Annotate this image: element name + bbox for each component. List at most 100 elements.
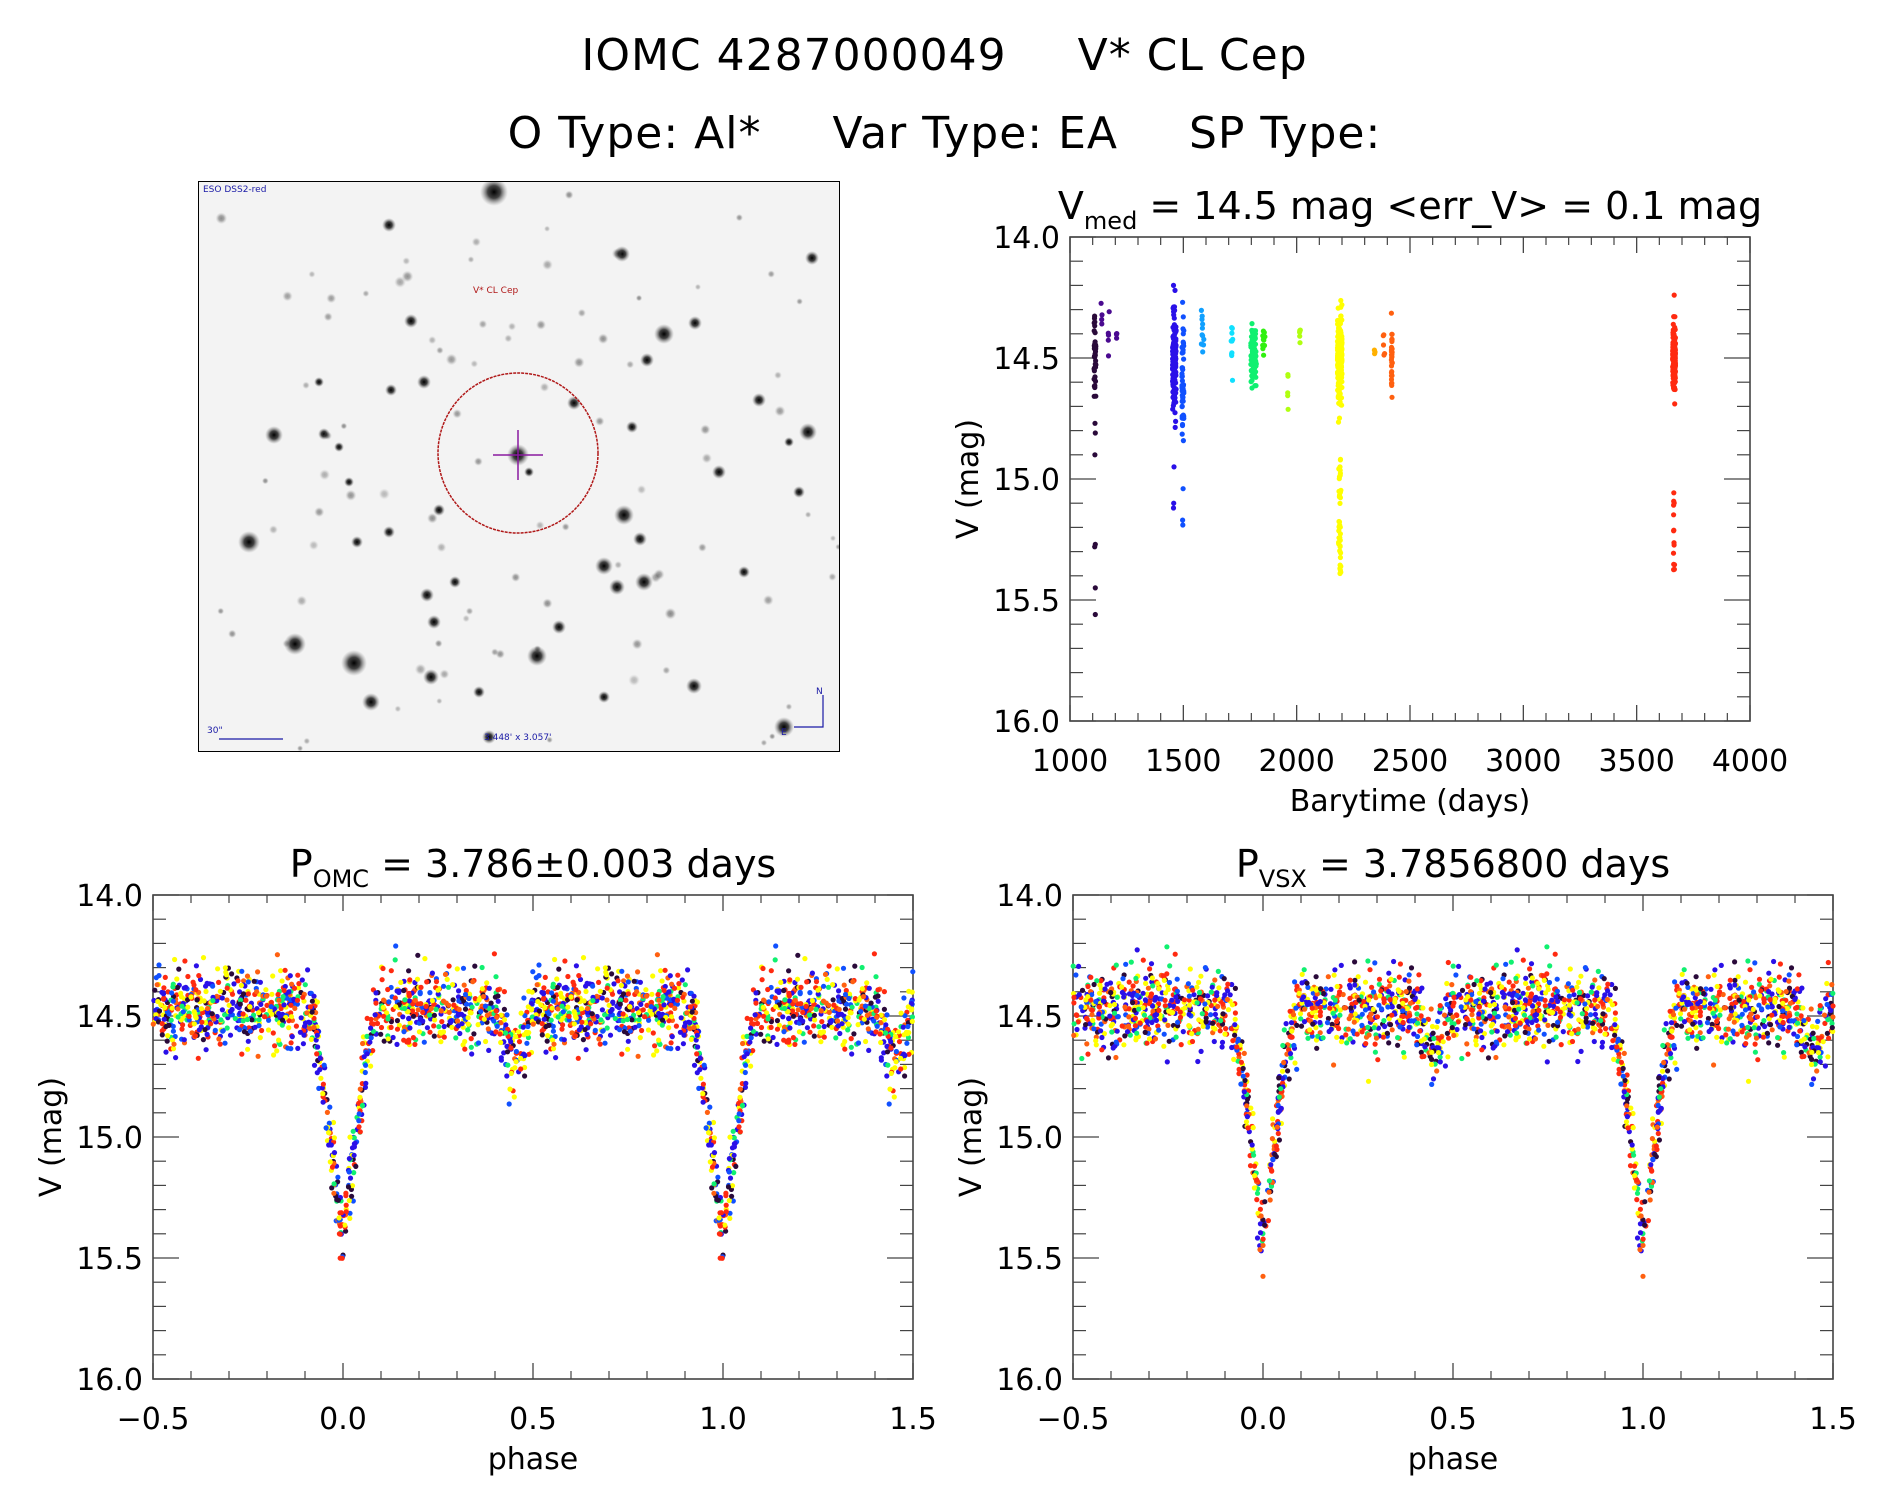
x-tick-label: 0.0 xyxy=(319,1402,367,1437)
data-point xyxy=(1335,363,1341,369)
data-point xyxy=(598,1017,604,1023)
data-point xyxy=(1336,528,1342,534)
data-point xyxy=(1297,328,1303,334)
data-point xyxy=(328,1142,334,1148)
faint-star xyxy=(296,595,308,607)
data-point xyxy=(479,964,485,971)
data-point xyxy=(245,1038,251,1044)
data-point xyxy=(224,997,230,1003)
faint-star xyxy=(785,703,793,711)
data-point xyxy=(659,978,665,984)
data-point xyxy=(1334,1018,1340,1024)
data-point xyxy=(905,1004,911,1010)
data-point xyxy=(265,1027,272,1033)
data-point xyxy=(1335,350,1341,357)
data-point xyxy=(412,997,418,1003)
data-point xyxy=(1375,1057,1381,1063)
data-point xyxy=(286,1018,292,1024)
data-point xyxy=(1354,1031,1360,1037)
data-point xyxy=(381,1013,387,1019)
data-point xyxy=(407,1025,413,1031)
data-point xyxy=(1123,961,1129,967)
faint-star xyxy=(577,308,587,318)
faint-star xyxy=(535,520,545,530)
data-point xyxy=(588,1021,594,1027)
data-point xyxy=(909,989,915,995)
data-point xyxy=(1091,376,1097,382)
faint-star xyxy=(340,422,348,430)
data-point xyxy=(1088,974,1094,980)
data-point xyxy=(782,1005,788,1012)
data-point xyxy=(281,1002,287,1008)
data-point xyxy=(1734,1031,1740,1037)
data-point xyxy=(650,973,656,979)
data-point xyxy=(166,1011,172,1017)
data-point xyxy=(158,1002,164,1008)
data-point xyxy=(224,985,230,991)
data-point xyxy=(320,1081,326,1087)
data-point xyxy=(727,1215,733,1221)
data-point xyxy=(1092,313,1098,319)
data-point xyxy=(1114,335,1120,341)
data-point xyxy=(196,973,202,979)
data-point xyxy=(1372,1041,1378,1047)
data-point xyxy=(1752,1041,1758,1047)
data-point xyxy=(417,1001,424,1007)
data-point xyxy=(760,965,766,972)
data-point xyxy=(609,971,615,977)
data-point xyxy=(467,1010,473,1016)
data-point xyxy=(1454,1026,1460,1033)
data-point xyxy=(758,1031,764,1037)
data-point xyxy=(329,1164,336,1170)
data-point xyxy=(822,971,829,977)
data-point xyxy=(1240,1065,1246,1072)
data-point xyxy=(582,1027,588,1033)
x-tick-label: 3000 xyxy=(1485,744,1561,779)
data-point xyxy=(715,1174,721,1180)
data-point xyxy=(786,968,792,974)
data-point xyxy=(573,987,579,993)
data-point xyxy=(331,1190,337,1196)
data-point xyxy=(1336,519,1343,525)
data-point xyxy=(293,1023,299,1029)
data-point xyxy=(282,967,288,973)
data-point xyxy=(436,1024,442,1030)
data-point xyxy=(1171,500,1177,506)
data-point xyxy=(816,1024,822,1030)
data-point xyxy=(554,976,560,982)
data-point xyxy=(1336,524,1342,530)
data-point xyxy=(1238,1059,1244,1065)
data-point xyxy=(279,1022,285,1028)
data-point xyxy=(1416,972,1422,978)
data-point xyxy=(1372,349,1378,355)
data-point xyxy=(512,1065,518,1071)
data-point xyxy=(781,987,787,994)
data-point xyxy=(1261,352,1267,358)
data-point xyxy=(270,973,276,979)
data-point xyxy=(1145,985,1151,991)
data-point xyxy=(422,956,428,962)
data-point xyxy=(390,1034,396,1041)
data-point xyxy=(1170,376,1176,382)
data-point xyxy=(302,1020,309,1026)
data-point xyxy=(1671,376,1677,382)
data-point xyxy=(337,1223,343,1229)
star-blob xyxy=(633,532,647,546)
data-point xyxy=(156,1008,163,1014)
data-point xyxy=(172,956,178,963)
data-point xyxy=(261,1014,268,1020)
data-point xyxy=(1170,406,1176,412)
data-point xyxy=(549,1005,555,1011)
data-point xyxy=(1337,543,1343,549)
faint-star xyxy=(628,674,640,686)
data-point xyxy=(750,1048,756,1054)
data-point xyxy=(1247,1163,1254,1169)
data-point xyxy=(1388,373,1395,379)
faint-star xyxy=(611,248,623,260)
data-point xyxy=(1171,309,1177,315)
y-tick-label: 16.0 xyxy=(996,1363,1063,1398)
data-point xyxy=(898,1055,904,1061)
y-tick-label: 15.5 xyxy=(76,1242,143,1277)
data-point xyxy=(1609,981,1615,988)
data-point xyxy=(356,1118,362,1124)
